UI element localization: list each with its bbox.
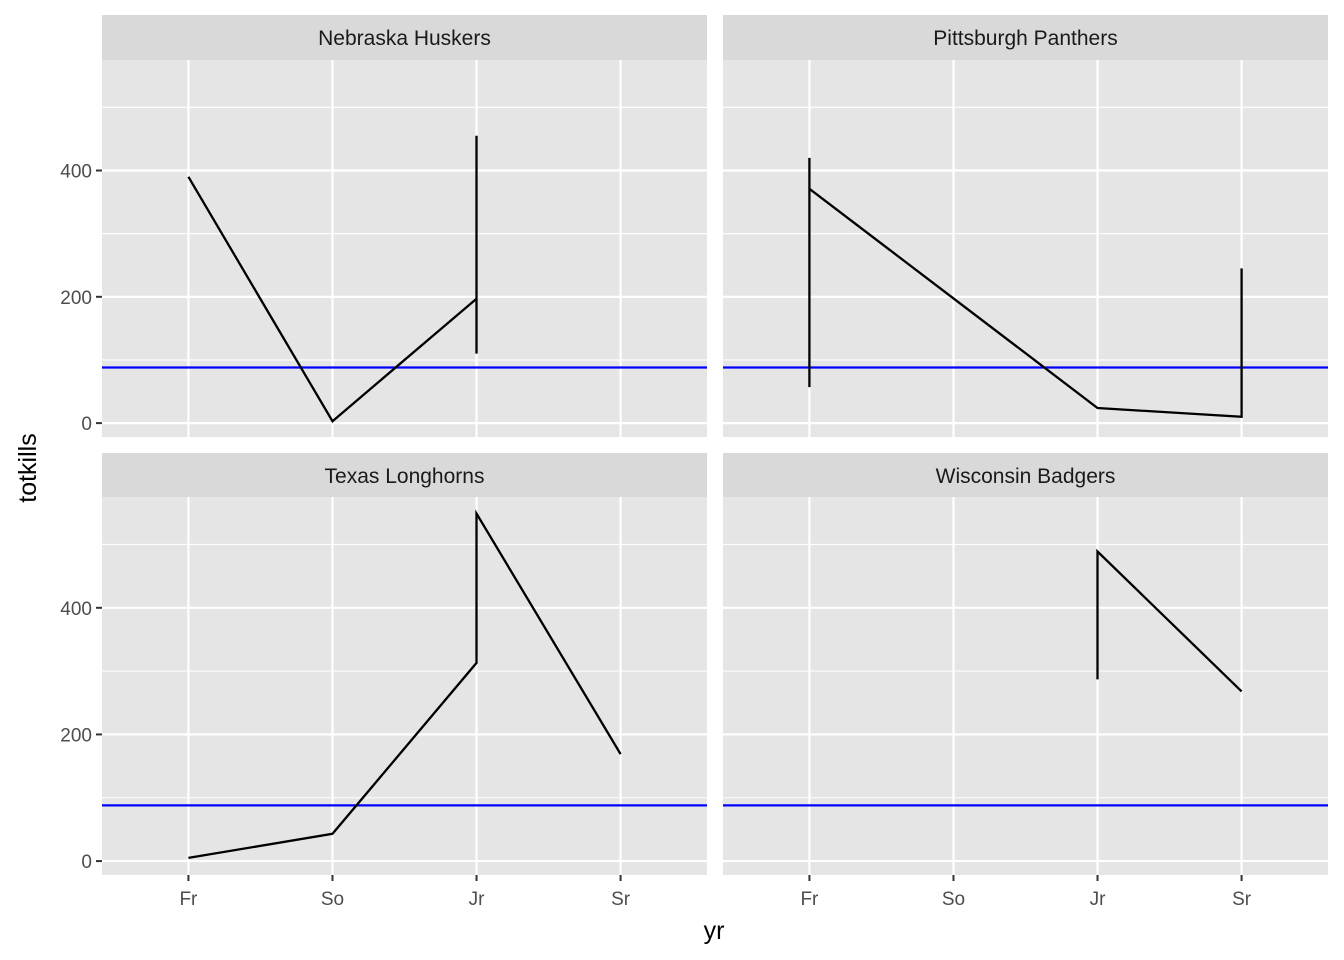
facet-panel: Nebraska Huskers 0 200 400 [60,15,707,437]
facet-panel: Pittsburgh Panthers [723,15,1328,437]
y-axis-title: totkills [14,433,42,502]
panel-background [102,497,707,875]
x-tick-label: Jr [1090,889,1107,910]
y-tick-label: 200 [60,725,92,746]
y-tick-label: 200 [60,288,92,309]
x-tick-label: So [321,889,344,910]
x-tick-label: Sr [1232,889,1252,910]
series-line [187,135,478,423]
facet-strip [102,15,707,60]
facet-title: Wisconsin Badgers [936,465,1116,488]
x-tick-label: So [942,889,965,910]
facet-panel: Texas Longhorns 0 200 400 Fr So Jr Sr [60,453,707,910]
facet-title: Texas Longhorns [325,465,485,488]
x-tick-label: Fr [800,889,819,910]
panel-background [723,60,1328,437]
facet-title: Nebraska Huskers [318,27,491,50]
x-tick-label: Jr [469,889,486,910]
panel-background [102,60,707,437]
series-line [188,509,622,860]
y-tick-label: 0 [81,414,92,435]
facet-strip [102,453,707,497]
x-axis-title: yr [704,917,725,945]
panel-background [723,497,1328,875]
series-line [808,157,1243,419]
x-tick-label: Sr [611,889,631,910]
y-tick-label: 400 [60,599,92,620]
x-tick-label: Fr [179,889,198,910]
facet-strip [723,453,1328,497]
y-tick-label: 0 [81,852,92,873]
series-line [1096,548,1243,693]
facet-strip [723,15,1328,60]
y-tick-label: 400 [60,162,92,183]
facet-title: Pittsburgh Panthers [933,27,1117,50]
facet-panel: Wisconsin Badgers Fr So Jr Sr [723,453,1328,910]
